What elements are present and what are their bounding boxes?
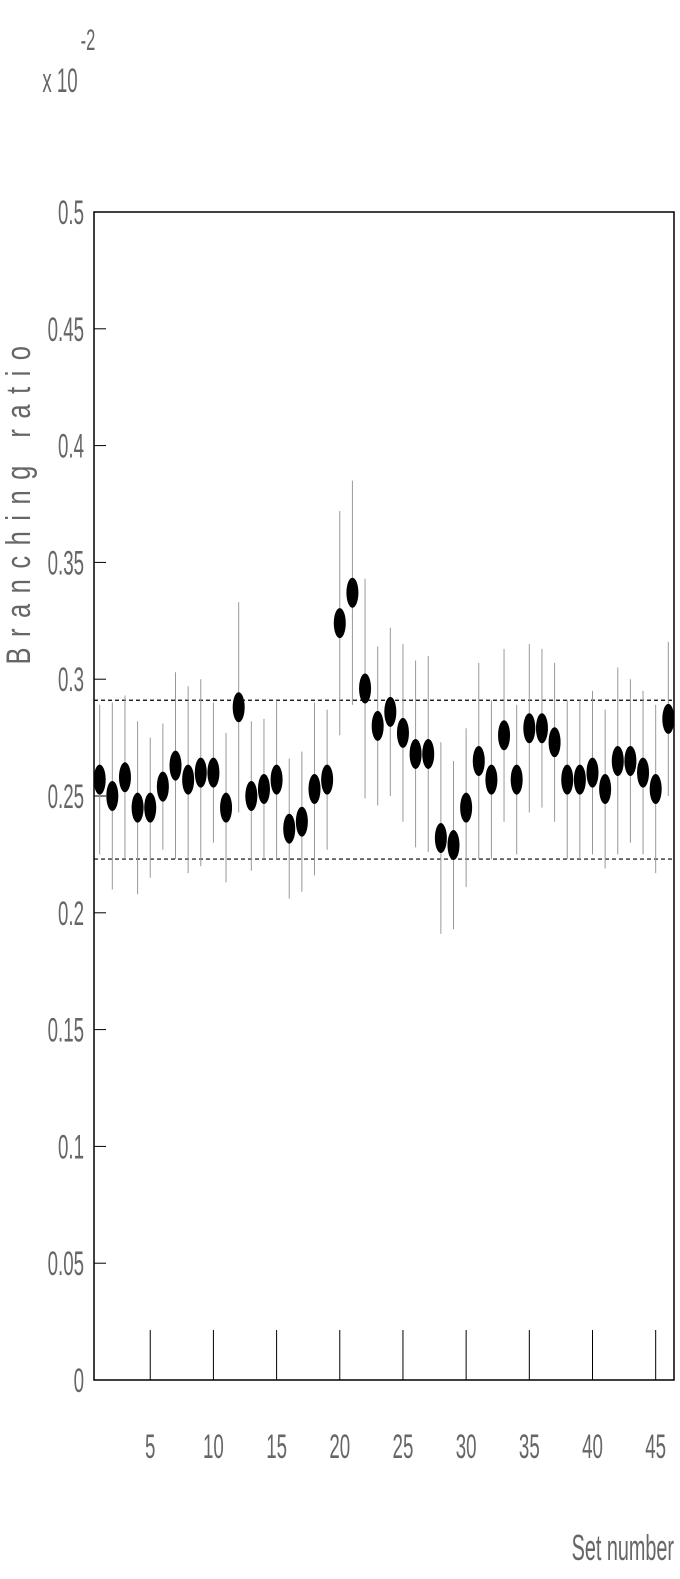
y-axis-label: Branching ratio <box>1 336 38 665</box>
y-tick-label: 0.3 <box>58 660 84 698</box>
data-point <box>321 764 334 795</box>
data-point <box>599 773 612 804</box>
data-point <box>371 710 384 741</box>
data-point <box>523 713 536 744</box>
y-tick-label: 0.1 <box>58 1127 84 1165</box>
data-point <box>548 727 561 758</box>
data-point <box>295 806 308 837</box>
x-tick-label: 45 <box>645 1427 666 1465</box>
data-point <box>472 745 485 776</box>
x-tick-label: 10 <box>203 1427 224 1465</box>
y-tick-label: 0.45 <box>48 310 84 348</box>
data-point <box>106 781 119 811</box>
data-point <box>245 781 258 811</box>
plot-frame <box>93 211 675 1381</box>
x-tick-label: 15 <box>266 1427 287 1465</box>
data-point <box>93 764 106 795</box>
data-point <box>637 757 650 788</box>
x-tick-label: 5 <box>145 1427 155 1465</box>
y-tick-label: 0.05 <box>48 1244 84 1282</box>
x-tick-label: 25 <box>393 1427 414 1465</box>
data-point <box>283 813 296 844</box>
data-point <box>131 792 144 823</box>
data-point <box>460 792 473 823</box>
data-point <box>624 745 637 776</box>
data-point <box>409 738 422 769</box>
y-tick-label: 0.5 <box>58 193 84 231</box>
data-point <box>359 673 372 704</box>
x-tick-label: 35 <box>519 1427 540 1465</box>
x-tick-label: 20 <box>329 1427 350 1465</box>
data-point <box>447 830 460 861</box>
data-point <box>384 696 397 727</box>
y-tick-label: 0 <box>74 1361 84 1399</box>
data-point <box>422 738 435 769</box>
data-point <box>510 764 523 795</box>
y-multiplier: x 10 <box>42 61 77 99</box>
data-point <box>194 757 207 788</box>
y-tick-label: 0.35 <box>48 543 84 581</box>
x-tick-label: 40 <box>582 1427 603 1465</box>
data-point <box>662 703 675 734</box>
data-point <box>156 771 169 802</box>
data-point <box>611 745 624 776</box>
data-point <box>257 773 270 804</box>
data-point <box>182 764 195 795</box>
data-point <box>232 692 245 723</box>
data-point <box>434 823 447 854</box>
data-point <box>207 757 220 788</box>
y-multiplier-exponent: -2 <box>81 24 96 57</box>
data-point <box>498 720 511 751</box>
x-axis-label: Set number <box>572 1529 675 1569</box>
y-tick-label: 0.25 <box>48 777 84 815</box>
data-point <box>485 764 498 795</box>
data-point <box>535 713 548 744</box>
data-point <box>118 762 131 793</box>
y-tick-label: 0.15 <box>48 1011 84 1049</box>
x-tick-label: 30 <box>456 1427 477 1465</box>
data-point <box>220 792 233 823</box>
data-point <box>649 773 662 804</box>
data-point <box>169 750 182 781</box>
data-point <box>308 773 321 804</box>
data-point <box>561 764 574 795</box>
data-point <box>573 764 586 795</box>
data-point <box>346 577 359 608</box>
data-point <box>144 792 157 823</box>
y-tick-label: 0.4 <box>58 427 84 465</box>
data-point <box>333 608 346 639</box>
data-point <box>270 764 283 795</box>
data-point <box>396 717 409 748</box>
y-tick-label: 0.2 <box>58 894 84 932</box>
data-point <box>586 757 599 788</box>
